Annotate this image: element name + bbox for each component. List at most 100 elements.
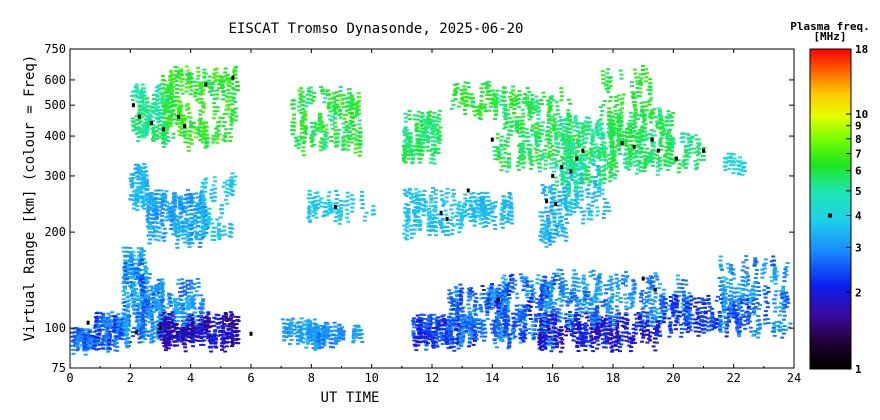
data-point [133,278,138,280]
data-point [459,287,464,290]
data-point [595,311,600,314]
data-point [124,254,129,257]
data-point [531,338,536,341]
data-point [624,301,629,304]
data-point [549,293,554,296]
data-point [447,336,452,338]
data-point [500,277,505,280]
data-point [423,339,428,342]
data-point [523,310,528,313]
data-point [311,329,316,332]
data-point [510,329,515,332]
data-point [746,275,751,278]
data-point [200,322,205,325]
data-point [496,326,500,329]
data-point [159,338,164,341]
data-point [658,283,663,286]
data-point [336,339,341,342]
data-point [298,336,303,339]
data-point [486,291,491,294]
data-point [605,311,610,314]
data-point [229,328,234,331]
data-point [187,315,192,318]
data-point [652,341,657,344]
data-point [128,255,133,258]
data-point [485,313,490,316]
data-point [196,328,201,331]
data-point [701,301,706,304]
data-point [144,189,149,191]
data-point [544,291,549,294]
data-point [504,288,509,291]
data-point [178,303,183,305]
data-point [729,300,734,303]
data-point [615,332,620,335]
data-point [532,332,537,335]
data-point [505,304,510,307]
data-point [420,321,424,324]
data-point [124,276,128,279]
data-point [573,294,578,297]
data-point [560,273,565,276]
data-point [652,325,657,328]
data-point [623,297,628,300]
data-point [535,306,540,309]
data-point [204,328,209,331]
data-point [575,300,580,303]
data-point [502,336,507,339]
data-point [229,315,234,318]
data-point [163,334,168,337]
data-point [176,278,181,281]
data-point [579,298,584,301]
data-point [131,335,136,338]
data-point [653,318,658,321]
data-point [88,330,93,333]
data-point [648,307,653,310]
data-point [506,347,511,350]
data-point [166,337,171,340]
data-point [151,336,156,339]
data-point [535,278,540,281]
data-point [569,318,574,321]
data-point [130,186,134,189]
data-point [143,265,147,268]
data-point [223,350,228,353]
data-point [661,303,666,306]
data-point [779,322,784,325]
data-point [593,312,598,315]
data-point [423,333,428,336]
data-point [233,315,238,318]
data-point [686,322,691,325]
data-point [488,297,493,300]
data-point [542,321,547,324]
data-point [561,292,565,294]
data-point [412,339,417,342]
data-point [554,315,559,318]
data-point [536,274,541,277]
data-point [748,298,753,301]
data-point [319,342,324,345]
data-point [574,273,579,276]
data-point [552,283,557,285]
data-point [185,304,190,307]
data-point [762,289,767,292]
data-point [616,342,621,345]
data-point [203,332,208,335]
data-point [593,277,598,280]
data-point [578,324,582,326]
data-point [683,308,688,310]
data-point [543,324,548,327]
data-point [560,293,565,296]
data-point [583,322,588,325]
data-point [718,326,723,329]
data-point [471,333,476,336]
data-point [186,331,191,334]
data-point [696,317,701,320]
data-point [557,334,562,337]
data-point [180,312,185,315]
data-point [234,323,239,325]
data-point [615,322,619,325]
data-point [645,317,650,320]
data-point [777,320,781,323]
